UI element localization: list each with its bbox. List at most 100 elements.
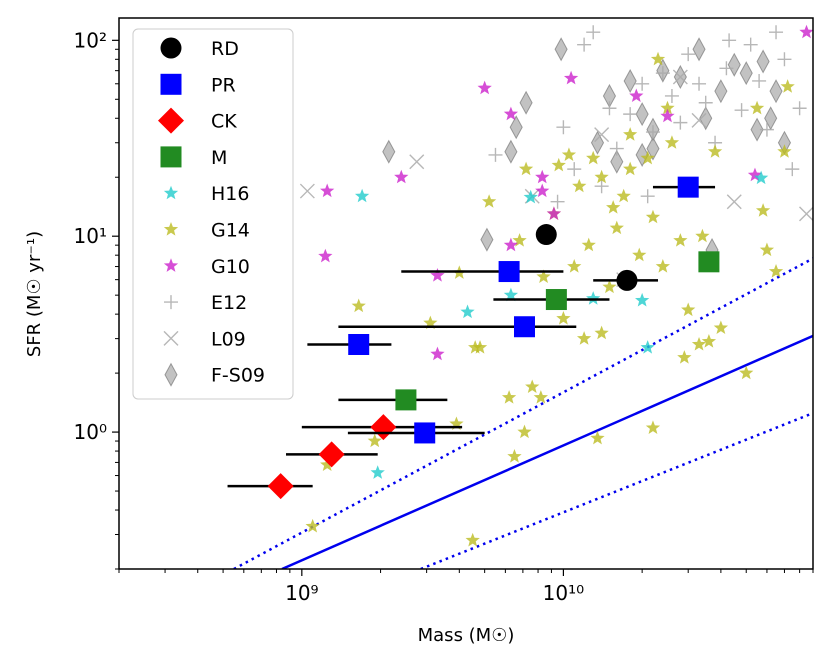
g14-point: [623, 127, 638, 141]
e12-point: [586, 25, 601, 40]
legend-entry-pr: PR: [160, 73, 236, 96]
h16-point: [523, 189, 538, 204]
g14-point: [351, 298, 366, 313]
legend-marker-pr: [160, 73, 182, 95]
e12-point: [759, 122, 774, 137]
g14-point: [449, 416, 464, 431]
e12-point: [488, 147, 503, 162]
axis-ticks: 10⁹ 10¹⁰ 10⁰ 10¹ 10²: [74, 28, 814, 605]
f-s09-point: [635, 102, 649, 127]
g10-point: [563, 70, 579, 85]
g14-point: [650, 51, 666, 66]
y-tick-label: 10²: [74, 28, 107, 52]
y-tick-label: 10¹: [74, 224, 107, 248]
e12-point: [640, 189, 655, 204]
g14-point: [481, 194, 497, 208]
g14-point: [673, 233, 688, 247]
legend: RD PR CK M H16 G14 G10 E12 L09 F-S09: [132, 28, 294, 400]
pr-point: [414, 422, 436, 444]
g14-point: [777, 144, 792, 158]
h16-point: [460, 304, 475, 319]
line-main-sequence-lower: [420, 411, 813, 569]
e12-point: [692, 76, 707, 91]
l09-point: [799, 206, 813, 222]
f-s09-point: [769, 79, 783, 104]
g14-point: [507, 449, 522, 463]
f-s09-point: [610, 149, 624, 174]
g14-point: [768, 264, 784, 278]
e12-point: [681, 47, 696, 62]
legend-entry-m: M: [160, 146, 227, 169]
g14-point: [517, 424, 532, 439]
legend-marker-l09: [163, 330, 179, 346]
g10-point: [477, 80, 492, 95]
legend-marker-g10: [163, 258, 179, 272]
line-main-sequence: [281, 334, 813, 569]
legend-entry-e12: E12: [164, 292, 247, 314]
m-point: [545, 289, 567, 311]
f-s09-point: [750, 117, 764, 142]
l09-point: [672, 69, 688, 85]
line-main-sequence-upper: [233, 257, 813, 569]
f-s09-point: [504, 139, 518, 164]
g14-point: [609, 220, 624, 235]
g14-point: [749, 100, 765, 115]
g10-point: [747, 167, 763, 182]
y-axis-label: SFR (M☉ yr⁻¹): [24, 231, 45, 357]
g14-point: [623, 161, 638, 176]
m-point: [395, 389, 417, 411]
e12-point: [550, 194, 565, 209]
h16-point: [586, 291, 601, 305]
g14-point: [713, 320, 729, 335]
e12-point: [769, 25, 784, 40]
g14-point: [536, 269, 551, 283]
e12-point: [602, 101, 617, 116]
legend-label-e12: E12: [211, 292, 247, 314]
g14-point: [572, 178, 587, 193]
y-tick-label: 10⁰: [74, 420, 107, 444]
l09-point: [726, 194, 742, 210]
e12-point: [577, 37, 592, 52]
legend-marker-ck: [158, 107, 184, 134]
h16-point: [503, 287, 519, 302]
g14-point: [645, 209, 661, 224]
legend-marker-e12: [164, 295, 178, 310]
g10-point: [503, 106, 519, 121]
g14-point: [551, 157, 566, 172]
e12-point: [785, 162, 800, 177]
g14-point: [367, 433, 382, 448]
g14-point: [305, 518, 320, 533]
e12-point: [792, 101, 807, 116]
h16-point: [354, 188, 370, 203]
legend-label-g10: G10: [211, 256, 250, 278]
g14-point: [590, 430, 605, 445]
e12-point: [623, 107, 638, 122]
e12-point: [743, 37, 758, 52]
x-tick-label: 10¹⁰: [543, 581, 584, 605]
legend-entry-ck: CK: [158, 107, 237, 134]
g14-point: [695, 228, 710, 243]
legend-label-f-s09: F-S09: [211, 365, 265, 387]
e12-point: [734, 103, 749, 118]
legend-label-l09: L09: [211, 328, 246, 350]
e12-point: [777, 52, 792, 67]
g10-point: [660, 108, 675, 123]
f-s09-point: [382, 139, 396, 164]
g14-point: [707, 144, 723, 158]
g14-point: [320, 457, 335, 471]
e12-point: [722, 33, 737, 48]
legend-entry-f-s09: F-S09: [164, 362, 265, 387]
f-s09-point: [714, 79, 728, 104]
g14-point: [512, 233, 527, 247]
pr-point: [513, 316, 535, 338]
e12-point: [673, 115, 688, 130]
g14-point: [691, 336, 707, 351]
e12-point: [556, 120, 571, 135]
g10-point: [318, 248, 333, 263]
legend-label-m: M: [211, 147, 227, 169]
g14-point: [664, 135, 680, 149]
e12-point: [719, 61, 734, 76]
ck-point: [318, 441, 345, 468]
h16-point: [640, 340, 655, 354]
